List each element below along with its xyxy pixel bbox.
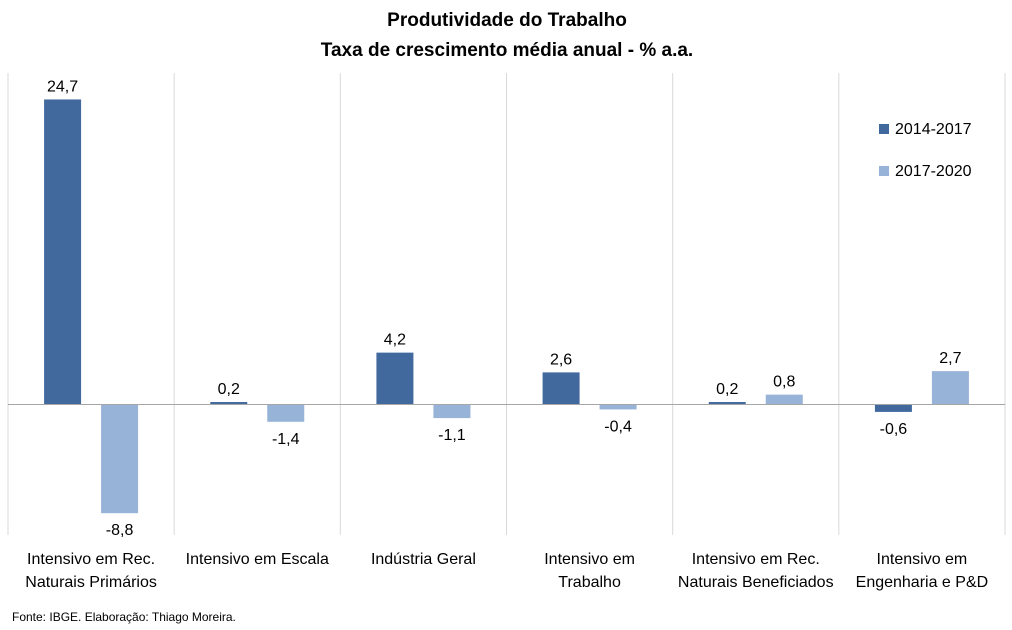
bar-2014-2017-1 xyxy=(44,99,82,405)
chart-title: Produtividade do Trabalho xyxy=(387,10,627,31)
bar-2014-2017-5 xyxy=(708,402,746,405)
legend-swatch xyxy=(879,124,889,134)
value-label: -0,4 xyxy=(604,418,632,435)
legend-label: 2014-2017 xyxy=(895,121,972,138)
value-label: -0,6 xyxy=(880,421,908,438)
bar-2017-2020-3 xyxy=(433,404,471,419)
bar-2017-2020-5 xyxy=(765,394,803,405)
category-label: Naturais Beneficiados xyxy=(678,574,834,591)
value-label: -1,4 xyxy=(272,431,300,448)
bar-2017-2020-2 xyxy=(267,404,305,422)
category-label: Naturais Primários xyxy=(25,574,157,591)
value-label: 0,2 xyxy=(716,381,738,398)
bars xyxy=(44,99,969,514)
bar-2014-2017-2 xyxy=(210,402,248,405)
category-label: Intensivo em Rec. xyxy=(27,551,155,568)
category-label: Trabalho xyxy=(558,574,621,591)
bar-2014-2017-3 xyxy=(376,352,414,405)
value-label: 2,7 xyxy=(939,350,961,367)
bar-2017-2020-4 xyxy=(599,404,637,410)
legend-label: 2017-2020 xyxy=(895,163,972,180)
legend-swatch xyxy=(879,166,889,176)
bar-2014-2017-4 xyxy=(542,372,580,405)
value-label: 0,2 xyxy=(218,381,240,398)
bar-2017-2020-1 xyxy=(101,404,139,514)
value-label: 4,2 xyxy=(384,332,406,349)
value-labels: 24,7 0,2 4,2 2,6 0,2 -0,6 -8,8 -1,4 -1,1 -0,4 0,8 2… xyxy=(47,78,962,539)
category-labels: Intensivo em Rec. Naturais Primários Inten… xyxy=(25,551,988,591)
value-label: -1,1 xyxy=(438,427,466,444)
category-label: Engenharia e P&D xyxy=(856,574,989,591)
value-label: 0,8 xyxy=(773,374,795,391)
bar-2014-2017-6 xyxy=(874,404,912,412)
bar-2017-2020-6 xyxy=(931,371,969,405)
value-label: -8,8 xyxy=(106,522,134,539)
value-label: 2,6 xyxy=(550,351,572,368)
category-label: Intensivo em xyxy=(877,551,968,568)
category-gridlines xyxy=(7,73,1006,535)
chart-subtitle: Taxa de crescimento média anual - % a.a. xyxy=(321,40,693,61)
category-label: Intensivo em xyxy=(544,551,635,568)
category-label: Intensivo em Rec. xyxy=(692,551,820,568)
legend: 2014-2017 2017-2020 xyxy=(879,121,972,180)
category-label: Indústria Geral xyxy=(371,551,476,568)
source-note: Fonte: IBGE. Elaboração: Thiago Moreira. xyxy=(12,610,236,624)
value-label: 24,7 xyxy=(47,78,78,95)
category-label: Intensivo em Escala xyxy=(186,551,329,568)
